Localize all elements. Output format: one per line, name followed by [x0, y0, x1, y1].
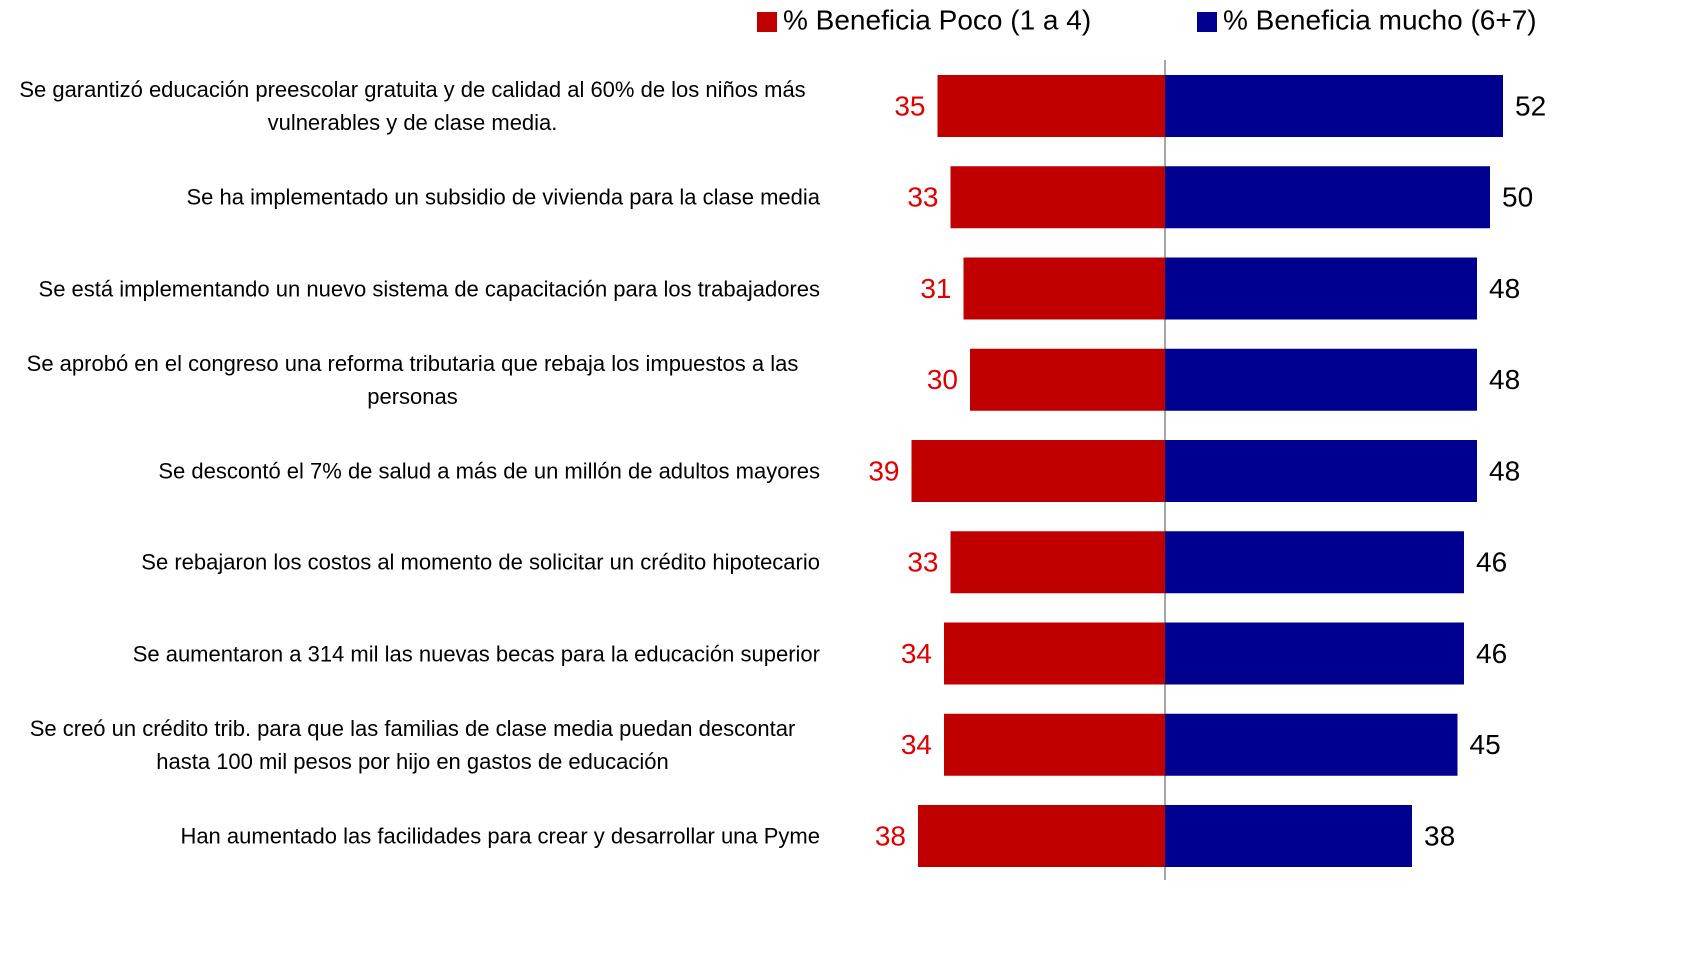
- category-label: Se creó un crédito trib. para que las fa…: [29, 715, 796, 774]
- value-label: 50: [1502, 182, 1533, 213]
- value-label: 48: [1489, 273, 1520, 304]
- category-label: Se aumentaron a 314 mil las nuevas becas…: [132, 641, 820, 666]
- bar: [911, 440, 1165, 502]
- bar: [944, 622, 1165, 685]
- value-label: 33: [907, 547, 938, 578]
- category-label: Se garantizó educación preescolar gratui…: [19, 77, 806, 135]
- bar: [1165, 622, 1464, 685]
- bar: [1165, 257, 1477, 320]
- value-label: 33: [907, 182, 938, 213]
- legend-swatch: [1197, 12, 1217, 32]
- value-label: 48: [1489, 455, 1520, 486]
- value-label: 46: [1476, 547, 1507, 578]
- value-label: 35: [894, 90, 925, 121]
- category-label: Se ha implementado un subsidio de vivien…: [186, 184, 821, 210]
- bar: [944, 713, 1165, 776]
- bar: [1165, 713, 1458, 776]
- value-label: 34: [901, 729, 932, 760]
- bar: [963, 257, 1165, 320]
- value-label: 38: [875, 820, 906, 851]
- category-label: Han aumentado las facilidades para crear…: [180, 823, 820, 849]
- value-label: 52: [1515, 90, 1546, 121]
- category-label: Se aprobó en el congreso una reforma tri…: [26, 350, 799, 409]
- bar: [937, 75, 1165, 137]
- bar: [1165, 166, 1490, 229]
- value-label: 39: [868, 455, 899, 486]
- value-label: 45: [1470, 729, 1501, 760]
- bar: [1165, 440, 1477, 502]
- bar: [918, 805, 1165, 867]
- value-label: 30: [927, 364, 958, 395]
- bar: [970, 348, 1165, 411]
- value-label: 38: [1424, 820, 1455, 851]
- legend-swatch: [757, 12, 777, 32]
- legend-label: % Beneficia Poco (1 a 4): [783, 4, 1091, 35]
- category-label: Se descontó el 7% de salud a más de un m…: [158, 458, 820, 484]
- bar: [1165, 75, 1503, 137]
- value-label: 46: [1476, 638, 1507, 669]
- category-label: Se está implementando un nuevo sistema d…: [38, 276, 820, 301]
- category-label: Se rebajaron los costos al momento de so…: [141, 549, 820, 575]
- bar: [1165, 805, 1412, 867]
- bar: [1165, 348, 1477, 411]
- value-label: 31: [920, 273, 951, 304]
- bar: [950, 531, 1165, 594]
- legend-label: % Beneficia mucho (6+7): [1223, 4, 1537, 35]
- value-label: 48: [1489, 364, 1520, 395]
- bar: [950, 166, 1165, 229]
- bar: [1165, 531, 1464, 594]
- value-label: 34: [901, 638, 932, 669]
